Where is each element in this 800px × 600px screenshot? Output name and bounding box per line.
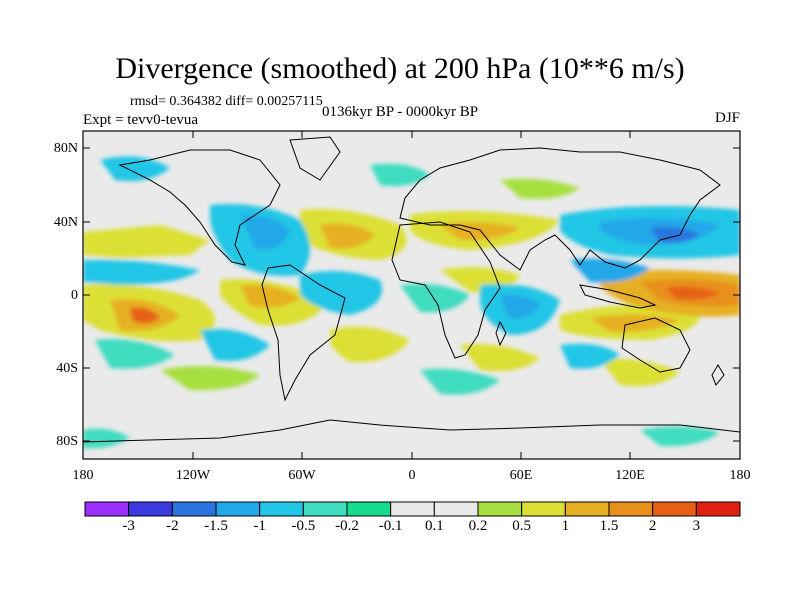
negative-region xyxy=(200,329,270,361)
colorbar-box xyxy=(84,501,130,517)
negative-region xyxy=(300,271,382,315)
australia-coast xyxy=(621,317,691,373)
colorbar-label: 0.5 xyxy=(512,518,532,534)
positive-region xyxy=(500,178,580,199)
colorbar-box xyxy=(390,501,435,517)
north-america-coast xyxy=(118,149,281,266)
colorbar-box xyxy=(608,501,654,517)
colorbar-label: -3 xyxy=(122,518,135,534)
colorbar-box xyxy=(259,501,304,517)
south-america-coast xyxy=(261,264,346,402)
colorbar-box xyxy=(695,501,741,517)
colorbar-label: 0.2 xyxy=(468,518,488,534)
negative-region xyxy=(370,163,430,187)
colorbar-label: 1 xyxy=(561,518,570,534)
colorbar-label: -0.2 xyxy=(335,518,359,534)
colorbar-label: 0.1 xyxy=(424,518,444,534)
colorbar-box xyxy=(564,501,610,517)
europe-coast xyxy=(399,147,721,271)
chart-title: Divergence (smoothed) at 200 hPa (10**6 … xyxy=(115,52,685,85)
africa-coast xyxy=(391,221,501,359)
negative-region xyxy=(400,283,470,313)
positive-region xyxy=(665,286,720,300)
colorbar-box xyxy=(521,501,566,517)
stats-line: rmsd= 0.364382 diff= 0.00257115 xyxy=(130,94,323,109)
indonesia-coast xyxy=(579,284,657,309)
lat-label: 80S xyxy=(56,434,78,449)
negative-region xyxy=(83,259,200,285)
colorbar-label: 3 xyxy=(692,518,701,534)
positive-region xyxy=(130,307,160,324)
positive-region xyxy=(600,358,680,387)
colorbar-box xyxy=(477,501,523,517)
colorbar-box xyxy=(128,501,173,517)
contour-fields xyxy=(83,156,740,449)
lat-label: 40N xyxy=(53,215,78,230)
negative-region xyxy=(420,368,500,395)
colorbar-label: 1.5 xyxy=(599,518,619,534)
colorbar-box xyxy=(171,501,217,517)
colorbar-label: -1 xyxy=(253,518,266,534)
positive-region xyxy=(330,326,410,363)
lat-label: 40S xyxy=(56,361,78,376)
lon-label: 60E xyxy=(509,468,533,483)
negative-region xyxy=(100,156,170,182)
negative-region xyxy=(560,343,620,369)
colorbar-box xyxy=(652,501,697,517)
colorbar-label: -2 xyxy=(166,518,179,534)
negative-region xyxy=(83,428,130,449)
colorbar-label: -0.1 xyxy=(378,518,403,534)
colorbar xyxy=(84,501,741,517)
period-label: 0136kyr BP - 0000kyr BP xyxy=(322,104,479,120)
lat-label: 80N xyxy=(53,141,78,156)
season-label: DJF xyxy=(714,110,740,126)
colorbar-label: -0.5 xyxy=(291,518,316,534)
lon-label: 60W xyxy=(288,468,316,483)
experiment-label: Expt = tevv0-tevua xyxy=(83,112,199,128)
positive-region xyxy=(320,223,375,249)
new-zealand-coast xyxy=(711,364,725,386)
lon-label: 120W xyxy=(175,468,211,483)
lon-label: 120E xyxy=(615,468,645,483)
negative-region xyxy=(500,294,540,319)
lon-label: 180 xyxy=(729,468,751,483)
positive-region xyxy=(460,343,540,372)
colorbar-box xyxy=(346,501,392,517)
negative-region xyxy=(570,258,650,283)
lon-label: 180 xyxy=(72,468,94,483)
positive-region xyxy=(83,225,210,258)
colorbar-label: -1.5 xyxy=(204,518,228,534)
negative-region xyxy=(640,426,720,447)
antarctica-coast xyxy=(83,419,740,443)
greenland-coast xyxy=(289,136,341,181)
negative-region xyxy=(240,214,290,250)
colorbar-box xyxy=(433,501,479,517)
lon-label: 0 xyxy=(408,468,416,483)
colorbar-box xyxy=(302,501,348,517)
lat-label: 0 xyxy=(71,288,78,303)
positive-region xyxy=(160,366,260,391)
madagascar-coast xyxy=(495,320,507,347)
negative-region xyxy=(95,339,175,369)
colorbar-box xyxy=(215,501,261,517)
positive-region xyxy=(240,284,300,308)
colorbar-label: 2 xyxy=(648,518,657,534)
positive-region xyxy=(440,222,520,241)
coastlines xyxy=(83,136,740,443)
axis-ticks xyxy=(83,131,740,459)
